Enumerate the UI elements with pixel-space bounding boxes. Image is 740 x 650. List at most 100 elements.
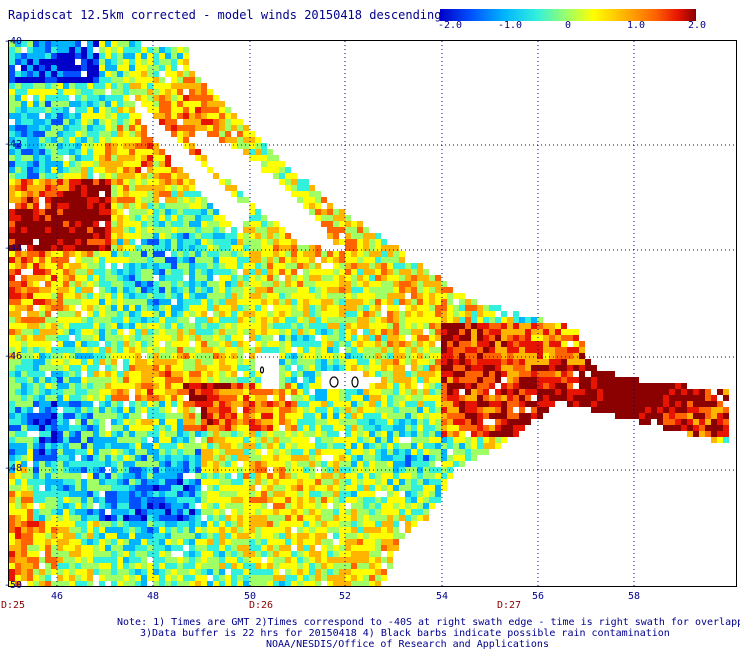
- wind-cell: [141, 185, 147, 191]
- wind-cell: [345, 425, 351, 431]
- wind-cell: [159, 149, 165, 155]
- wind-cell: [9, 341, 15, 347]
- wind-cell: [27, 143, 33, 149]
- wind-cell: [519, 407, 525, 413]
- wind-cell: [147, 245, 153, 251]
- wind-cell: [15, 287, 21, 293]
- wind-cell: [255, 431, 261, 437]
- wind-cell: [273, 233, 279, 239]
- wind-cell: [237, 143, 243, 149]
- wind-cell: [51, 365, 57, 371]
- wind-cell: [183, 311, 189, 317]
- wind-cell: [525, 419, 531, 425]
- wind-cell: [141, 149, 147, 155]
- wind-cell: [297, 371, 303, 377]
- wind-cell: [129, 161, 135, 167]
- wind-cell: [381, 461, 387, 467]
- wind-cell: [237, 299, 243, 305]
- wind-cell: [57, 227, 63, 233]
- wind-cell: [105, 101, 111, 107]
- wind-cell: [429, 449, 435, 455]
- wind-cell: [303, 323, 309, 329]
- wind-cell: [63, 341, 69, 347]
- wind-cell: [297, 323, 303, 329]
- wind-cell: [81, 191, 87, 197]
- wind-cell: [255, 257, 261, 263]
- wind-cell: [339, 317, 345, 323]
- wind-cell: [93, 65, 99, 71]
- wind-cell: [399, 353, 405, 359]
- wind-cell: [243, 269, 249, 275]
- wind-cell: [63, 305, 69, 311]
- wind-cell: [357, 389, 363, 395]
- wind-cell: [291, 443, 297, 449]
- wind-cell: [153, 497, 159, 503]
- wind-cell: [111, 323, 117, 329]
- wind-cell: [33, 473, 39, 479]
- wind-cell: [27, 215, 33, 221]
- wind-cell: [81, 365, 87, 371]
- wind-cell: [213, 95, 219, 101]
- wind-cell: [63, 371, 69, 377]
- wind-cell: [687, 407, 693, 413]
- wind-cell: [525, 401, 531, 407]
- wind-cell: [477, 407, 483, 413]
- wind-cell: [315, 209, 321, 215]
- wind-cell: [219, 293, 225, 299]
- wind-cell: [285, 173, 291, 179]
- wind-cell: [111, 449, 117, 455]
- wind-cell: [387, 473, 393, 479]
- wind-cell: [45, 503, 51, 509]
- wind-cell: [69, 161, 75, 167]
- wind-cell: [117, 41, 123, 47]
- wind-cell: [321, 221, 327, 227]
- wind-cell: [243, 497, 249, 503]
- wind-cell: [69, 311, 75, 317]
- wind-cell: [339, 365, 345, 371]
- wind-cell: [81, 137, 87, 143]
- wind-cell: [489, 305, 495, 311]
- wind-cell: [303, 197, 309, 203]
- wind-cell: [339, 281, 345, 287]
- wind-cell: [417, 449, 423, 455]
- wind-cell: [465, 449, 471, 455]
- wind-cell: [219, 221, 225, 227]
- wind-cell: [93, 389, 99, 395]
- wind-cell: [141, 395, 147, 401]
- wind-cell: [177, 83, 183, 89]
- wind-cell: [51, 257, 57, 263]
- wind-cell: [183, 221, 189, 227]
- wind-cell: [189, 485, 195, 491]
- wind-cell: [75, 335, 81, 341]
- wind-cell: [321, 449, 327, 455]
- wind-cell: [9, 329, 15, 335]
- wind-cell: [57, 431, 63, 437]
- wind-cell: [225, 371, 231, 377]
- wind-cell: [243, 461, 249, 467]
- wind-cell: [39, 377, 45, 383]
- wind-cell: [387, 299, 393, 305]
- wind-cell: [393, 281, 399, 287]
- wind-cell: [15, 107, 21, 113]
- wind-cell: [327, 311, 333, 317]
- wind-cell: [207, 227, 213, 233]
- wind-cell: [105, 383, 111, 389]
- wind-cell: [255, 509, 261, 515]
- wind-cell: [555, 371, 561, 377]
- wind-cell: [453, 359, 459, 365]
- wind-cell: [123, 227, 129, 233]
- wind-cell: [327, 299, 333, 305]
- wind-cell: [219, 515, 225, 521]
- wind-cell: [75, 245, 81, 251]
- wind-cell: [15, 299, 21, 305]
- wind-cell: [51, 209, 57, 215]
- wind-cell: [333, 461, 339, 467]
- wind-cell: [375, 473, 381, 479]
- wind-cell: [507, 347, 513, 353]
- wind-cell: [51, 473, 57, 479]
- wind-cell: [273, 281, 279, 287]
- wind-cell: [45, 209, 51, 215]
- wind-cell: [243, 503, 249, 509]
- wind-cell: [297, 281, 303, 287]
- wind-cell: [69, 77, 75, 83]
